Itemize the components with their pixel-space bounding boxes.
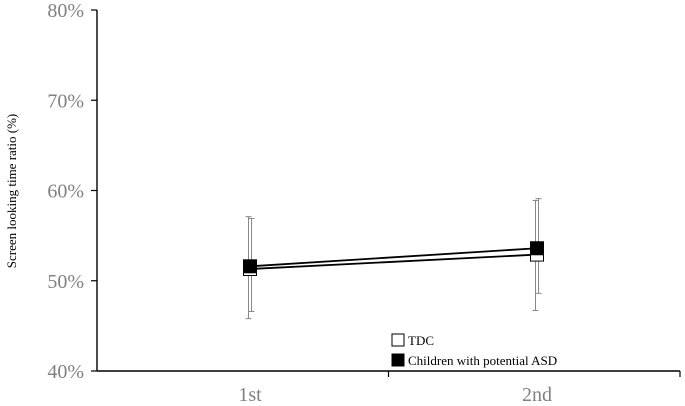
legend-label: Children with potential ASD — [408, 353, 557, 368]
x-tick-label: 2nd — [522, 384, 552, 406]
legend-marker — [391, 333, 405, 347]
plot-area — [243, 198, 544, 320]
markers-asd — [243, 241, 544, 274]
x-tick-label: 1st — [238, 384, 262, 406]
y-tick-label: 80% — [47, 0, 84, 22]
data-point — [243, 259, 257, 274]
x-ticks: 1st 2nd — [238, 371, 681, 406]
y-tick-label: 50% — [47, 271, 84, 293]
y-ticks: 40% 50% 60% 70% 80% — [47, 0, 97, 383]
y-tick-label: 70% — [47, 90, 84, 112]
series-line — [249, 253, 538, 270]
y-axis-label: Screen looking time ratio (%) — [4, 114, 19, 269]
y-tick-label: 40% — [47, 361, 84, 383]
legend-marker — [391, 353, 405, 367]
legend: TDC Children with potential ASD — [391, 333, 557, 368]
series-tdc — [248, 198, 542, 312]
axes — [96, 10, 680, 372]
y-tick-label: 60% — [47, 181, 84, 203]
series-asd — [245, 199, 539, 320]
data-point — [530, 241, 544, 256]
series-line — [249, 247, 538, 268]
legend-item: TDC — [391, 333, 434, 348]
legend-label: TDC — [408, 333, 434, 348]
legend-item: Children with potential ASD — [391, 353, 557, 368]
